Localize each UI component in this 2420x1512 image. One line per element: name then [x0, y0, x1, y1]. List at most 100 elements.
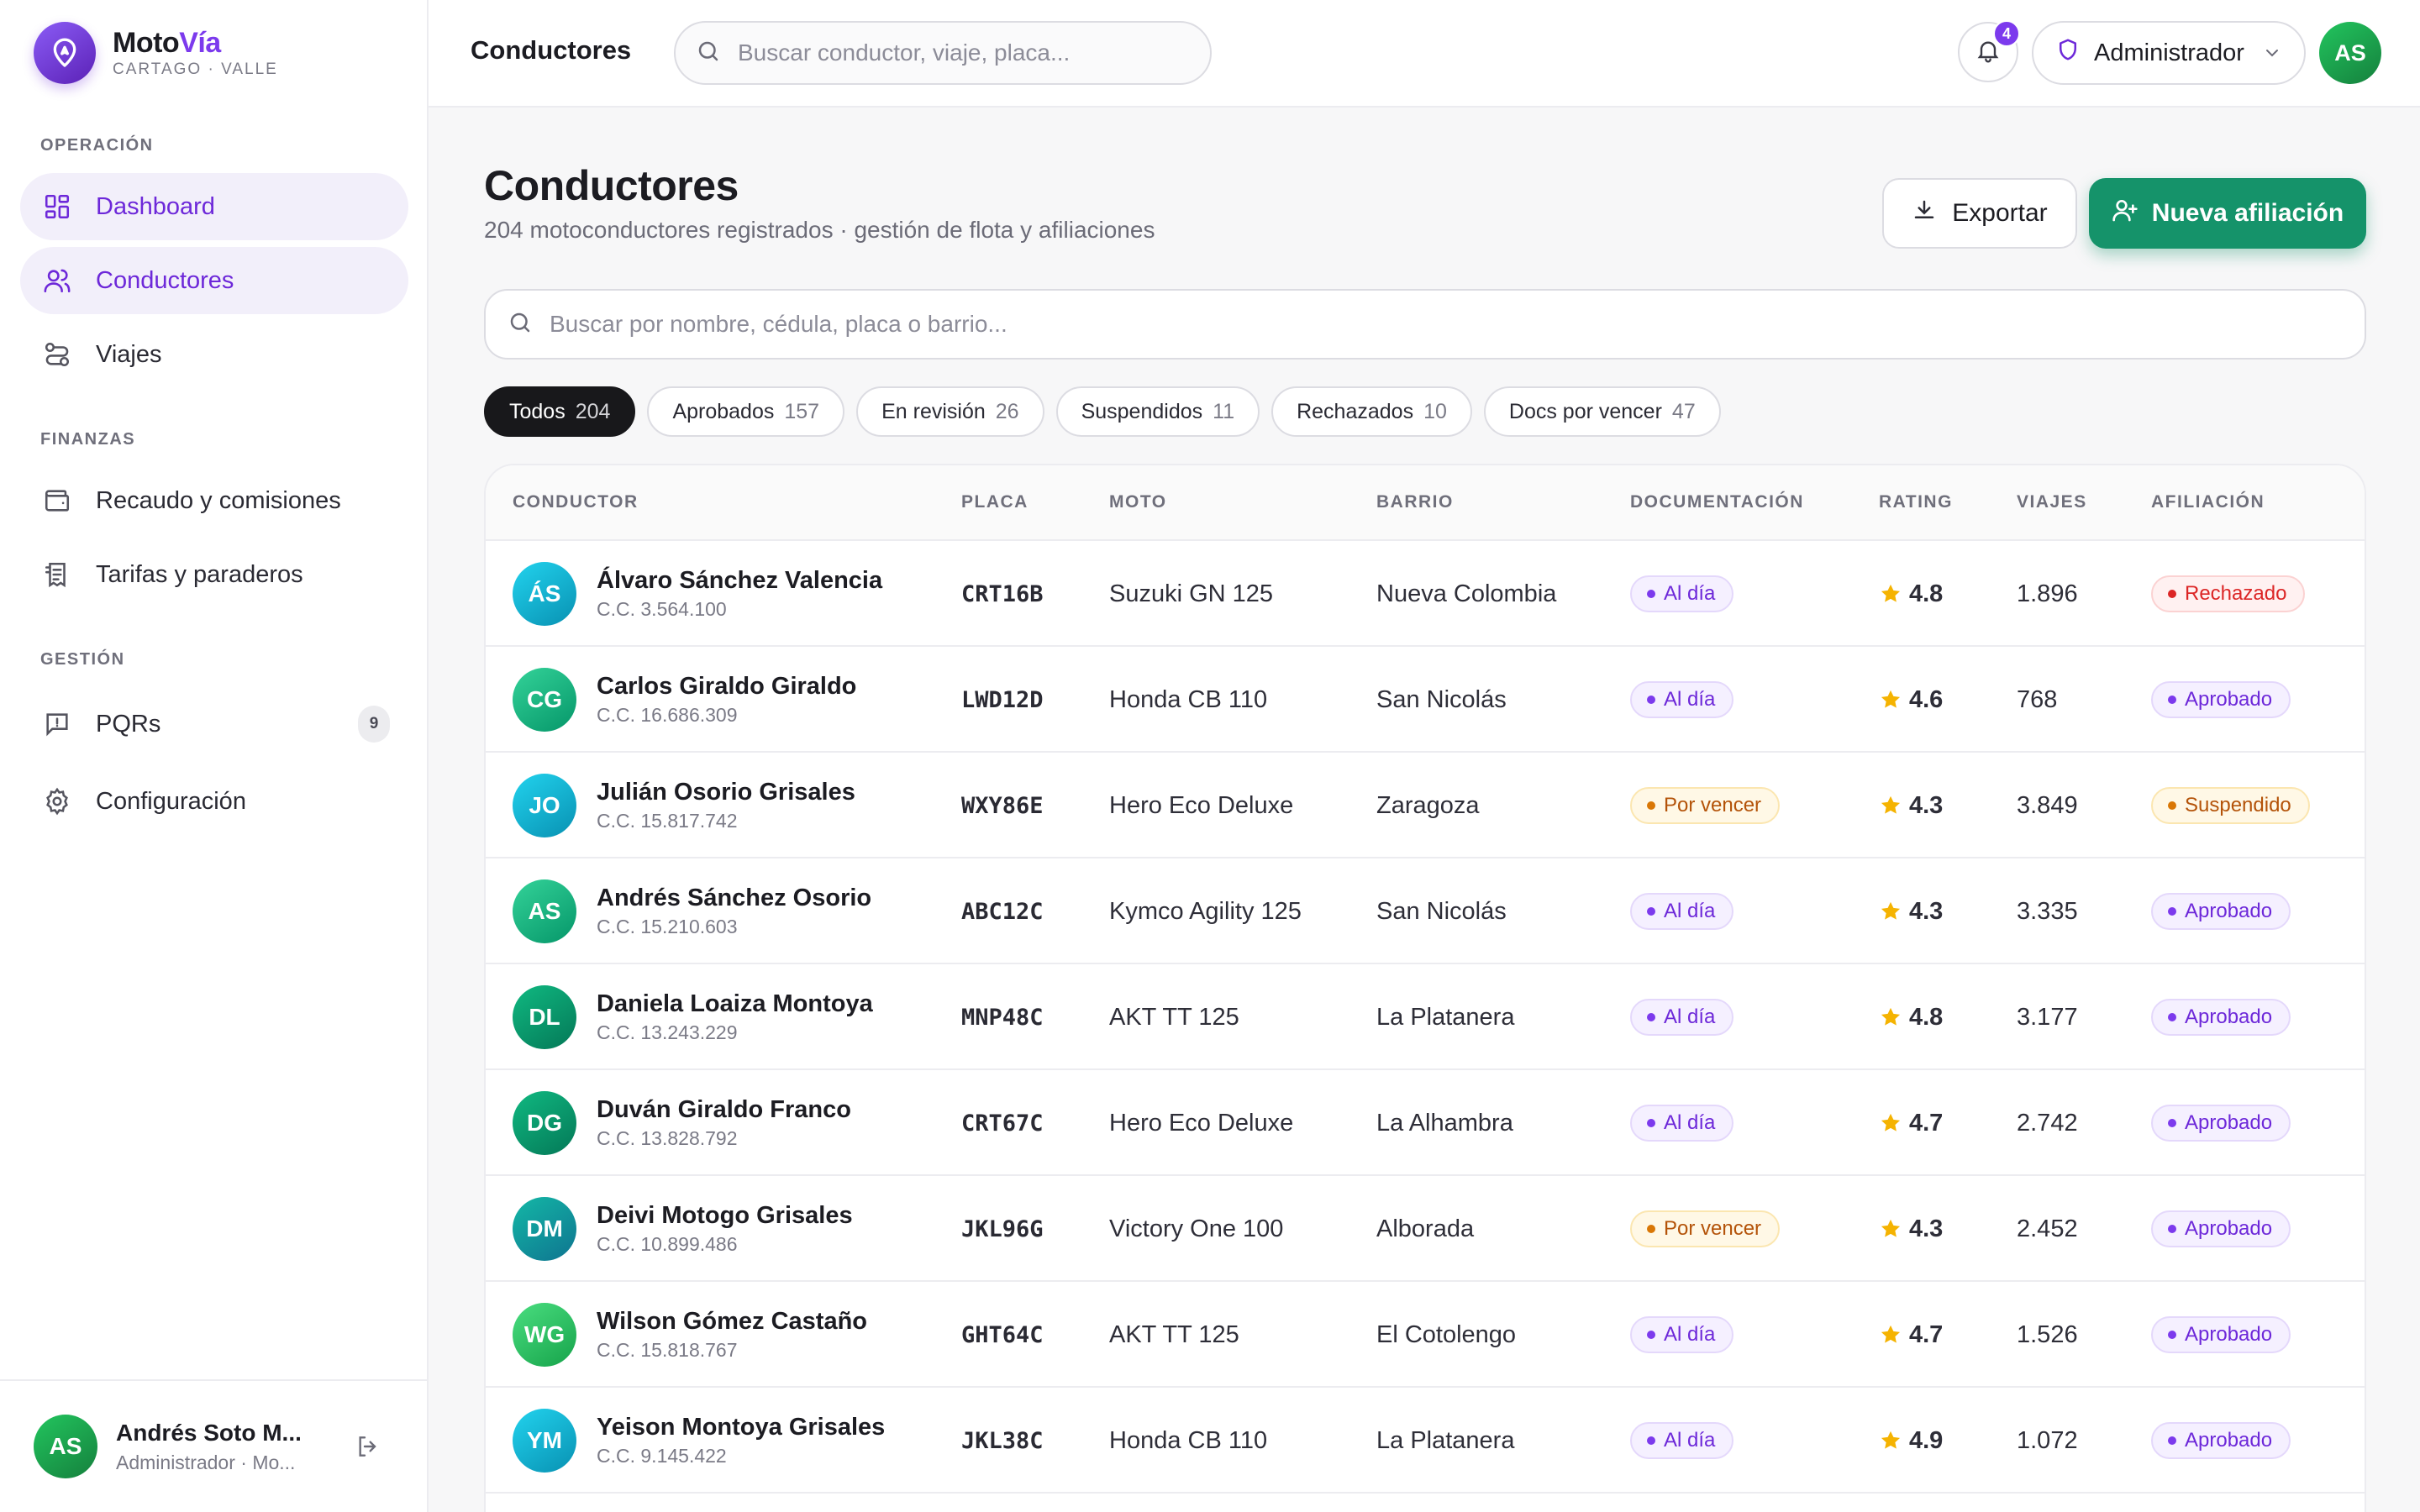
documentation-badge: Por vencer — [1630, 1210, 1781, 1247]
driver-avatar: DM — [513, 1197, 576, 1261]
table-row[interactable]: DL Daniela Loaiza Montoya C.C. 13.243.22… — [486, 964, 2365, 1070]
table-row[interactable]: DM Deivi Motogo Grisales C.C. 10.899.486… — [486, 1176, 2365, 1282]
barrio: La Alhambra — [1376, 1109, 1513, 1137]
table-body: ÁS Álvaro Sánchez Valencia C.C. 3.564.10… — [486, 541, 2365, 1494]
driver-id: C.C. 15.817.742 — [597, 810, 738, 832]
status-badge: Aprobado — [2151, 1210, 2291, 1247]
filter-chip-en-revision[interactable]: En revisión 26 — [856, 386, 1044, 437]
driver-name[interactable]: Andrés Sánchez Osorio — [597, 885, 872, 911]
filter-chip-suspendidos[interactable]: Suspendidos 11 — [1055, 386, 1260, 437]
current-user-card[interactable]: AS Andrés Soto M... Administrador · Mo..… — [0, 1379, 427, 1512]
table-row[interactable]: CG Carlos Giraldo Giraldo C.C. 16.686.30… — [486, 647, 2365, 753]
driver-name[interactable]: Deivi Motogo Grisales — [597, 1202, 853, 1229]
brand-subtitle: CARTAGO · VALLE — [113, 60, 278, 78]
drivers-search[interactable] — [484, 289, 2366, 360]
driver-id: C.C. 3.564.100 — [597, 598, 727, 620]
driver-avatar: ÁS — [513, 562, 576, 626]
global-search-input[interactable] — [738, 39, 1150, 66]
driver-name[interactable]: Duván Giraldo Franco — [597, 1096, 851, 1123]
plate: WXY86E — [961, 792, 1044, 819]
avatar[interactable]: AS — [2319, 22, 2381, 84]
receipt-icon — [40, 558, 74, 591]
new-affiliation-button[interactable]: Nueva afiliación — [2089, 178, 2366, 249]
moto-model: Suzuki GN 125 — [1109, 580, 1274, 607]
column-header-afiliacion[interactable]: AFILIACIÓN — [2151, 492, 2265, 512]
column-header-viajes[interactable]: VIAJES — [2017, 492, 2087, 512]
star-icon — [1881, 1007, 1901, 1026]
filter-chip-todos[interactable]: Todos 204 — [484, 386, 636, 437]
drivers-search-input[interactable] — [550, 311, 2035, 338]
table-row[interactable]: YM Yeison Montoya Grisales C.C. 9.145.42… — [486, 1388, 2365, 1494]
sidebar-item-dashboard[interactable]: Dashboard — [20, 173, 408, 240]
nav-section-operacion: OPERACIÓN — [40, 136, 154, 155]
documentation-badge: Al día — [1630, 1422, 1734, 1459]
drivers-table: CONDUCTOR PLACA MOTO BARRIO DOCUMENTACIÓ… — [484, 464, 2366, 1512]
trip-count: 1.526 — [2017, 1320, 2078, 1348]
filter-chip-aprobados[interactable]: Aprobados 157 — [647, 386, 845, 437]
plate: ABC12C — [961, 898, 1044, 925]
sidebar-item-pqrs[interactable]: PQRs 9 — [20, 690, 408, 758]
driver-name[interactable]: Yeison Montoya Grisales — [597, 1414, 886, 1441]
driver-name[interactable]: Julián Osorio Grisales — [597, 779, 855, 806]
star-icon — [1881, 1325, 1901, 1343]
column-header-rating[interactable]: RATING — [1879, 492, 1953, 512]
table-row[interactable]: JO Julián Osorio Grisales C.C. 15.817.74… — [486, 753, 2365, 858]
trip-count: 768 — [2017, 685, 2058, 713]
driver-id: C.C. 13.828.792 — [597, 1127, 738, 1149]
driver-name[interactable]: Carlos Giraldo Giraldo — [597, 673, 857, 700]
moto-model: Victory One 100 — [1109, 1215, 1284, 1242]
page-title: Conductores — [484, 162, 739, 209]
rating: 4.3 — [1879, 792, 1943, 820]
gear-icon — [40, 785, 74, 818]
sidebar-item-label: Configuración — [96, 787, 246, 815]
driver-avatar: AS — [513, 879, 576, 943]
wallet-icon — [40, 484, 74, 517]
table-row[interactable]: ÁS Álvaro Sánchez Valencia C.C. 3.564.10… — [486, 541, 2365, 647]
download-icon — [1912, 197, 1937, 229]
plate: CRT67C — [961, 1110, 1044, 1137]
column-header-placa[interactable]: PLACA — [961, 492, 1028, 512]
star-icon — [1881, 795, 1901, 814]
table-row[interactable]: WG Wilson Gómez Castaño C.C. 15.818.767 … — [486, 1282, 2365, 1388]
column-header-barrio[interactable]: BARRIO — [1376, 492, 1454, 512]
column-header-documentacion[interactable]: DOCUMENTACIÓN — [1630, 492, 1804, 512]
plate: MNP48C — [961, 1004, 1044, 1031]
export-button[interactable]: Exportar — [1882, 178, 2077, 249]
sidebar-item-label: Recaudo y comisiones — [96, 486, 341, 514]
sidebar-item-label: Viajes — [96, 340, 162, 368]
trip-count: 3.849 — [2017, 791, 2078, 819]
driver-avatar: YM — [513, 1409, 576, 1473]
driver-name[interactable]: Álvaro Sánchez Valencia — [597, 567, 883, 594]
sidebar-item-recaudo[interactable]: Recaudo y comisiones — [20, 467, 408, 534]
driver-name[interactable]: Daniela Loaiza Montoya — [597, 990, 873, 1017]
sidebar-item-label: Conductores — [96, 266, 234, 294]
table-row[interactable]: AS Andrés Sánchez Osorio C.C. 15.210.603… — [486, 858, 2365, 964]
driver-avatar: WG — [513, 1303, 576, 1367]
column-header-moto[interactable]: MOTO — [1109, 492, 1167, 512]
sidebar: MotoVía CARTAGO · VALLE OPERACIÓN Dashbo… — [0, 0, 429, 1512]
sidebar-item-viajes[interactable]: Viajes — [20, 321, 408, 388]
moto-model: Kymco Agility 125 — [1109, 897, 1302, 925]
export-label: Exportar — [1952, 199, 2048, 227]
sidebar-item-configuracion[interactable]: Configuración — [20, 768, 408, 835]
filter-chip-docs-por-vencer[interactable]: Docs por vencer 47 — [1483, 386, 1721, 437]
driver-id: C.C. 13.243.229 — [597, 1021, 738, 1043]
plate: JKL38C — [961, 1427, 1044, 1454]
global-search[interactable] — [674, 21, 1212, 85]
table-row[interactable]: DG Duván Giraldo Franco C.C. 13.828.792 … — [486, 1070, 2365, 1176]
nav-section-gestion: GESTIÓN — [40, 650, 125, 669]
moto-model: Honda CB 110 — [1109, 685, 1268, 713]
star-icon — [1881, 1431, 1901, 1449]
logout-icon[interactable] — [351, 1430, 385, 1463]
driver-name[interactable]: Wilson Gómez Castaño — [597, 1308, 868, 1335]
sidebar-item-tarifas[interactable]: Tarifas y paraderos — [20, 541, 408, 608]
column-header-conductor[interactable]: CONDUCTOR — [513, 492, 639, 512]
role-selector[interactable]: Administrador — [2032, 21, 2306, 85]
trip-count: 2.742 — [2017, 1109, 2078, 1137]
rating: 4.7 — [1879, 1321, 1943, 1349]
sidebar-item-conductores[interactable]: Conductores — [20, 247, 408, 314]
pqrs-count-badge: 9 — [358, 706, 390, 743]
brand[interactable]: MotoVía CARTAGO · VALLE — [34, 22, 278, 84]
notifications-button[interactable]: 4 — [1958, 20, 2020, 82]
filter-chip-rechazados[interactable]: Rechazados 10 — [1271, 386, 1472, 437]
